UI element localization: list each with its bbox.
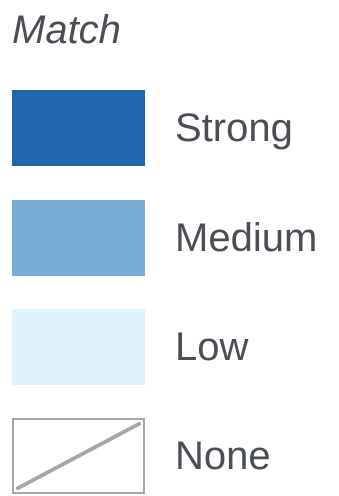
none-diagonal-line xyxy=(15,421,142,491)
none-diagonal-line-icon xyxy=(15,421,142,491)
legend-item-strong: Strong xyxy=(12,90,339,168)
legend-item-none: None xyxy=(12,418,339,496)
strong-label: Strong xyxy=(175,106,293,150)
low-label: Low xyxy=(175,325,249,369)
legend-item-low: Low xyxy=(12,309,339,387)
none-swatch xyxy=(12,418,145,494)
low-color-swatch xyxy=(12,309,145,385)
legend-item-medium: Medium xyxy=(12,200,339,278)
legend-title: Match xyxy=(12,8,121,52)
none-label: None xyxy=(175,434,271,478)
medium-color-swatch xyxy=(12,200,145,276)
strong-color-swatch xyxy=(12,90,145,166)
medium-label: Medium xyxy=(175,216,318,260)
